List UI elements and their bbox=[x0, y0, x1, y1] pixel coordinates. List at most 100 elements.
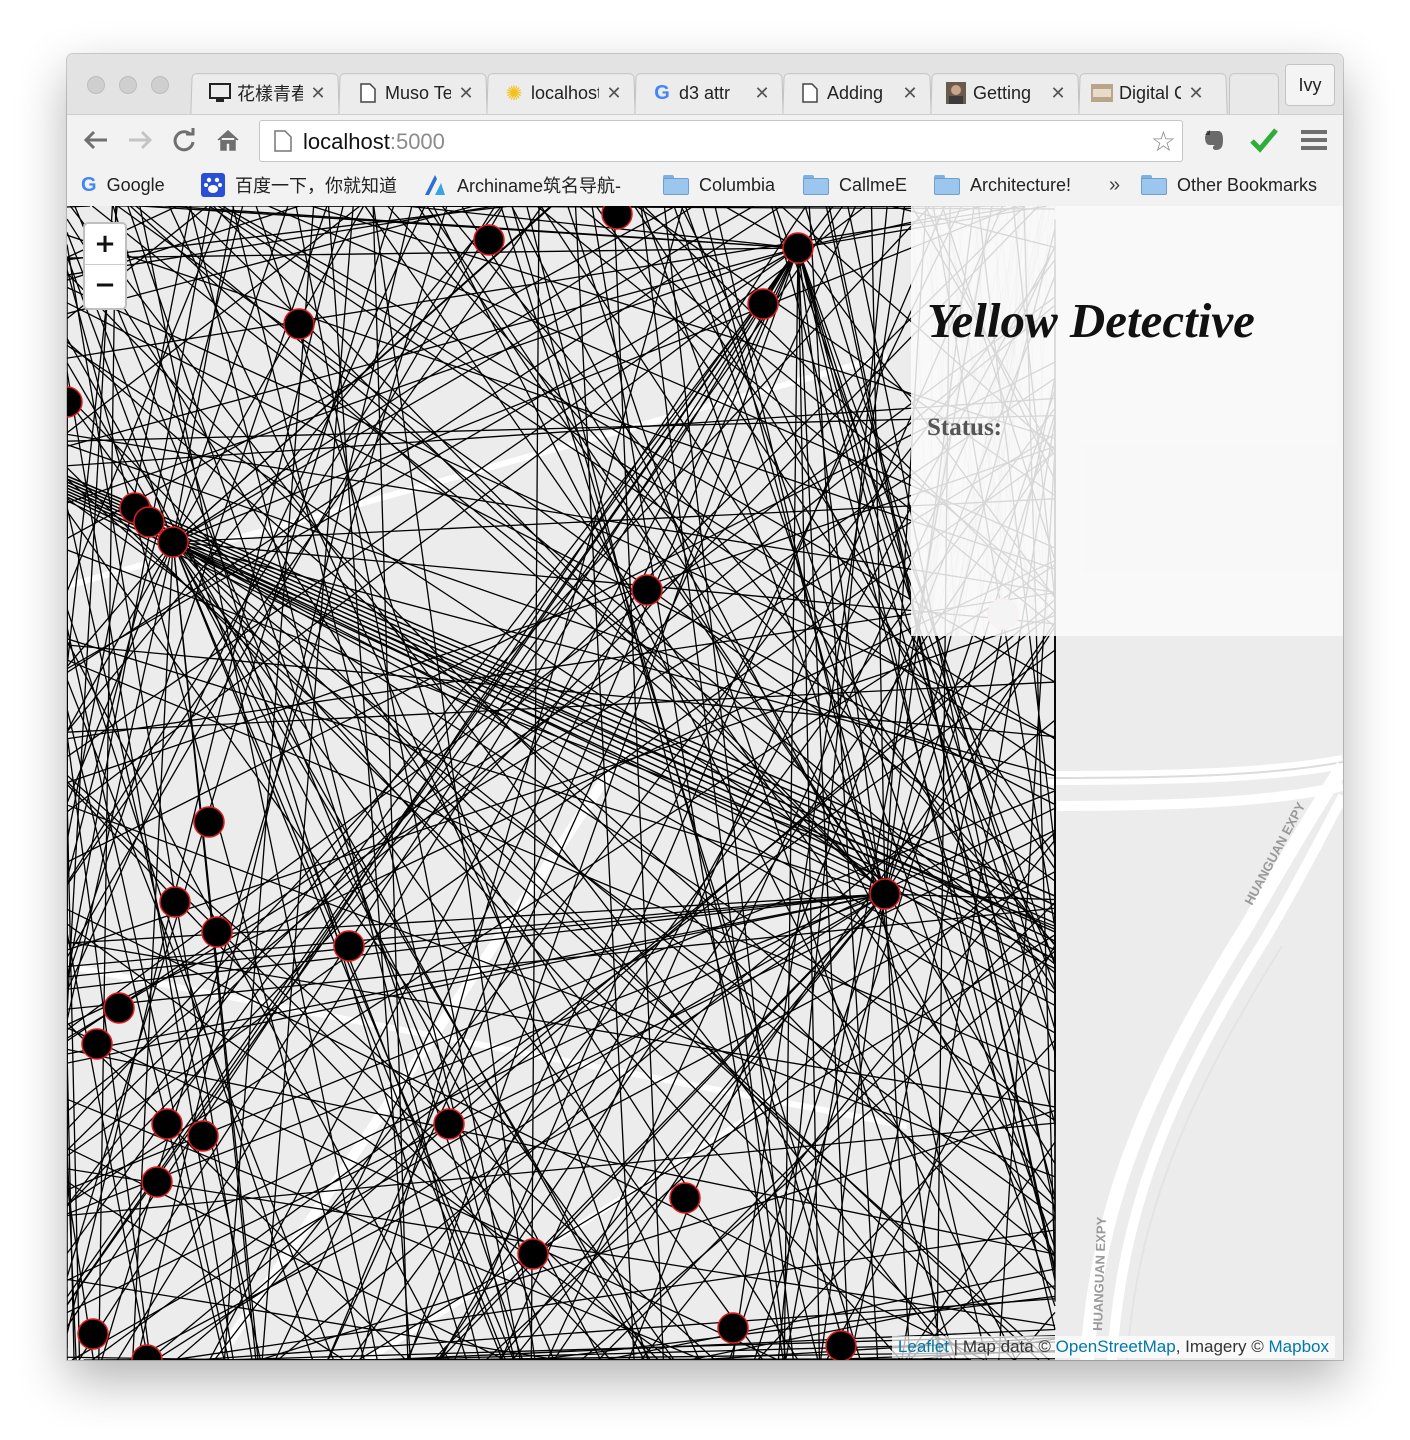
maximize-window-button[interactable] bbox=[151, 76, 169, 94]
network-node[interactable] bbox=[133, 506, 165, 538]
check-extension-icon[interactable] bbox=[1247, 123, 1281, 157]
network-line bbox=[67, 304, 1056, 1112]
network-node[interactable] bbox=[433, 1108, 465, 1140]
minimize-window-button[interactable] bbox=[119, 76, 137, 94]
thumbnail-icon bbox=[1091, 82, 1113, 104]
tab-item[interactable]: 花樣青春 ✕ bbox=[209, 73, 327, 113]
network-line bbox=[67, 247, 799, 1306]
network-line bbox=[714, 206, 988, 1360]
network-line bbox=[797, 247, 821, 1360]
sun-icon: ✺ bbox=[505, 82, 523, 105]
tab-item[interactable]: G d3 attr ✕ bbox=[651, 73, 771, 113]
network-line bbox=[67, 234, 1056, 570]
back-arrow-icon[interactable] bbox=[79, 123, 113, 157]
tab-title: Getting bbox=[973, 82, 1032, 103]
evernote-icon[interactable] bbox=[1197, 123, 1231, 157]
network-node[interactable] bbox=[717, 1312, 749, 1344]
network-node[interactable] bbox=[151, 1108, 183, 1140]
address-bar[interactable]: localhost:5000 ☆ bbox=[259, 120, 1183, 162]
tab-item[interactable]: Adding ✕ bbox=[799, 73, 919, 113]
bookmark-folder-architecture[interactable]: Architecture! bbox=[934, 172, 1071, 198]
network-node[interactable] bbox=[201, 916, 233, 948]
tab-item[interactable]: Getting ✕ bbox=[945, 73, 1067, 113]
tab-item[interactable]: ✺ localhost ✕ bbox=[503, 73, 623, 113]
bookmarks-overflow-button[interactable]: » bbox=[1109, 173, 1121, 196]
network-node[interactable] bbox=[601, 206, 633, 230]
network-node[interactable] bbox=[141, 1166, 173, 1198]
network-line bbox=[67, 893, 886, 978]
close-window-button[interactable] bbox=[87, 76, 105, 94]
network-node[interactable] bbox=[473, 224, 505, 256]
network-node[interactable] bbox=[187, 1120, 219, 1152]
network-line bbox=[172, 541, 1056, 1122]
zoom-in-button[interactable]: + bbox=[94, 229, 116, 259]
network-line bbox=[67, 232, 507, 1360]
network-node[interactable] bbox=[159, 886, 191, 918]
network-line bbox=[67, 397, 1056, 467]
network-line bbox=[232, 206, 516, 1360]
network-line bbox=[172, 541, 1056, 970]
profile-button[interactable]: Ivy bbox=[1285, 64, 1335, 106]
map-canvas[interactable]: HUANGUAN EXPY HUANGUAN EXPY bbox=[67, 206, 1343, 1360]
home-icon[interactable] bbox=[211, 123, 245, 157]
network-node[interactable] bbox=[81, 1028, 113, 1060]
leaflet-link[interactable]: Leaflet bbox=[897, 1337, 949, 1356]
network-node[interactable] bbox=[67, 386, 83, 418]
network-line bbox=[67, 296, 1056, 1031]
tab-item[interactable]: Digital C ✕ bbox=[1091, 73, 1205, 113]
network-line bbox=[67, 638, 886, 895]
mapbox-link[interactable]: Mapbox bbox=[1268, 1337, 1329, 1356]
network-node[interactable] bbox=[77, 1318, 109, 1350]
bookmark-folder-columbia[interactable]: Columbia bbox=[663, 172, 775, 198]
tab-close-icon[interactable]: ✕ bbox=[458, 82, 474, 103]
forward-arrow-icon[interactable] bbox=[123, 123, 157, 157]
network-node[interactable] bbox=[631, 574, 663, 606]
network-node[interactable] bbox=[517, 1238, 549, 1270]
bookmark-star-icon[interactable]: ☆ bbox=[1150, 126, 1176, 157]
new-tab-button[interactable] bbox=[1228, 73, 1280, 115]
network-node[interactable] bbox=[869, 878, 901, 910]
network-line bbox=[327, 206, 857, 1360]
network-node[interactable] bbox=[782, 232, 814, 264]
tab-close-icon[interactable]: ✕ bbox=[902, 82, 918, 103]
network-line bbox=[208, 247, 799, 1360]
openstreetmap-link[interactable]: OpenStreetMap bbox=[1055, 1337, 1176, 1356]
network-node[interactable] bbox=[193, 806, 225, 838]
network-node[interactable] bbox=[669, 1182, 701, 1214]
tab-close-icon[interactable]: ✕ bbox=[310, 82, 326, 103]
tab-close-icon[interactable]: ✕ bbox=[606, 82, 622, 103]
url-text: localhost:5000 bbox=[303, 129, 445, 155]
network-line bbox=[641, 206, 886, 895]
bookmark-baidu[interactable]: 百度一下，你就知道 bbox=[201, 172, 397, 198]
bookmark-archiname[interactable]: Archiname筑名导航- bbox=[423, 172, 635, 198]
reload-icon[interactable] bbox=[167, 123, 201, 157]
network-line bbox=[67, 893, 886, 1064]
network-line bbox=[172, 541, 1056, 1006]
tab-item[interactable]: Muso Te ✕ bbox=[357, 73, 475, 113]
menu-icon[interactable] bbox=[1297, 123, 1331, 157]
bookmark-google[interactable]: G Google bbox=[81, 172, 165, 198]
network-node[interactable] bbox=[157, 526, 189, 558]
network-line bbox=[847, 206, 1056, 1213]
tab-close-icon[interactable]: ✕ bbox=[1050, 82, 1066, 103]
zoom-out-button[interactable]: − bbox=[94, 270, 116, 300]
tab-close-icon[interactable]: ✕ bbox=[1188, 82, 1204, 103]
network-line bbox=[67, 1168, 1056, 1327]
bookmark-folder-callmee[interactable]: CallmeE bbox=[803, 172, 907, 198]
network-node[interactable] bbox=[131, 1344, 163, 1360]
network-node[interactable] bbox=[825, 1330, 857, 1360]
network-node[interactable] bbox=[283, 308, 315, 340]
network-line bbox=[67, 247, 799, 1254]
other-bookmarks-folder[interactable]: Other Bookmarks bbox=[1141, 172, 1317, 198]
attribution-text: , Imagery © bbox=[1175, 1337, 1269, 1356]
tab-close-icon[interactable]: ✕ bbox=[754, 82, 770, 103]
network-line bbox=[67, 247, 799, 447]
tab-title: 花樣青春 bbox=[237, 84, 303, 104]
map-container[interactable]: HUANGUAN EXPY HUANGUAN EXPY + − Yellow D… bbox=[67, 206, 1343, 1360]
network-line bbox=[67, 206, 1026, 1151]
network-line bbox=[91, 649, 1056, 1360]
network-node[interactable] bbox=[747, 288, 779, 320]
network-node[interactable] bbox=[333, 930, 365, 962]
network-node[interactable] bbox=[103, 992, 135, 1024]
network-line bbox=[406, 206, 963, 1360]
